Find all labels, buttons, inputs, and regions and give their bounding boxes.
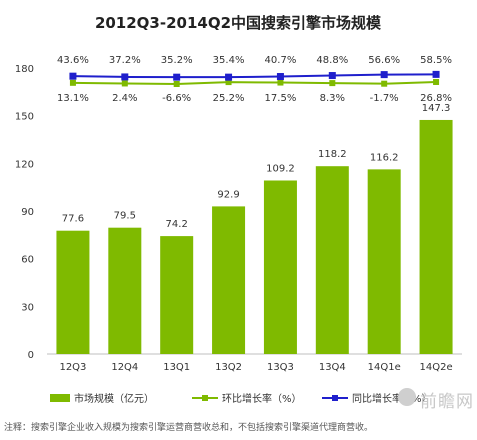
yoy-value-label: 48.8% [316, 55, 348, 66]
bar [160, 236, 194, 354]
y-tick-label: 150 [15, 112, 34, 123]
bar-value-label: 77.6 [62, 214, 84, 225]
mom-point [381, 80, 388, 87]
bar [108, 227, 142, 354]
y-tick-label: 30 [21, 302, 34, 313]
bar [56, 230, 90, 354]
mom-value-label: -6.6% [162, 93, 191, 104]
legend-label-bar: 市场规模（亿元） [74, 392, 154, 405]
yoy-value-label: 56.6% [368, 55, 400, 66]
bar-value-label: 116.2 [370, 152, 399, 163]
yoy-value-label: 40.7% [265, 55, 297, 66]
bar [315, 166, 349, 354]
y-tick-label: 60 [21, 255, 34, 266]
y-tick-label: 0 [28, 350, 34, 361]
legend-swatch-yoy-marker [332, 395, 338, 401]
x-tick-label: 13Q4 [319, 362, 346, 373]
mom-value-label: 2.4% [112, 93, 137, 104]
yoy-value-label: 35.2% [161, 55, 193, 66]
chart-title: 2012Q3-2014Q2中国搜索引擎市场规模 [95, 14, 382, 32]
y-tick-label: 180 [15, 64, 34, 75]
footnote: 注释：搜索引擎企业收入规模为搜索引擎运营商营收总和，不包括搜索引擎渠道代理商营收… [4, 423, 374, 433]
x-tick-label: 13Q1 [163, 362, 190, 373]
watermark-logo-icon [398, 388, 416, 406]
mom-value-label: 13.1% [57, 93, 89, 104]
legend-label-mom: 环比增长率（%） [222, 392, 302, 405]
yoy-point [173, 73, 181, 81]
x-tick-label: 13Q3 [267, 362, 294, 373]
bar [263, 180, 297, 354]
mom-point [121, 80, 128, 87]
bar [419, 119, 453, 354]
x-tick-label: 12Q3 [59, 362, 86, 373]
y-tick-label: 90 [21, 207, 34, 218]
yoy-value-label: 58.5% [420, 55, 452, 66]
yoy-point [380, 71, 388, 79]
yoy-point [276, 73, 284, 81]
mom-value-label: 8.3% [320, 93, 345, 104]
mom-value-label: -1.7% [370, 93, 399, 104]
mom-value-label: 26.8% [420, 93, 452, 104]
mom-point [277, 79, 284, 86]
yoy-point [69, 72, 77, 80]
yoy-point [225, 73, 233, 81]
legend-swatch-mom-marker [202, 395, 208, 401]
mom-point [433, 78, 440, 85]
yoy-value-label: 35.4% [213, 55, 245, 66]
bar-value-label: 79.5 [114, 211, 136, 222]
series-line-yoy [72, 73, 437, 79]
yoy-value-label: 37.2% [109, 55, 141, 66]
mom-value-label: 17.5% [265, 93, 297, 104]
bar [367, 169, 401, 354]
bar [212, 206, 246, 354]
bar-value-label: 118.2 [318, 149, 347, 160]
mom-point [173, 80, 180, 87]
yoy-point [432, 70, 440, 78]
bar-value-label: 92.9 [217, 189, 239, 200]
yoy-value-label: 43.6% [57, 55, 89, 66]
series-line-mom [72, 80, 437, 85]
bar-value-label: 109.2 [266, 163, 295, 174]
x-tick-label: 12Q4 [111, 362, 138, 373]
yoy-point [328, 72, 336, 80]
x-tick-label: 14Q2e [420, 362, 453, 373]
bar-value-label: 74.2 [166, 219, 188, 230]
mom-point [69, 79, 76, 86]
mom-value-label: 25.2% [213, 93, 245, 104]
mom-point [329, 80, 336, 87]
watermark: 前瞻网 [420, 392, 474, 412]
legend-swatch-bar [50, 394, 70, 402]
y-tick-label: 120 [15, 159, 34, 170]
x-tick-label: 13Q2 [215, 362, 242, 373]
x-tick-label: 14Q1e [368, 362, 401, 373]
mom-point [225, 79, 232, 86]
bar-value-label: 147.3 [422, 103, 451, 114]
yoy-point [121, 73, 129, 81]
